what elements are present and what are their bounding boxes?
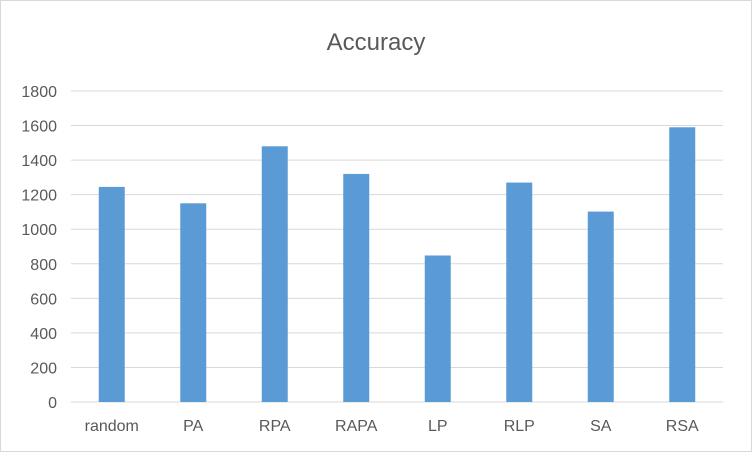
gridlines <box>71 90 723 403</box>
bar-sa <box>587 211 614 402</box>
bars <box>98 127 696 403</box>
y-tick-label: 1400 <box>21 153 57 170</box>
bar-pa <box>180 203 207 402</box>
y-tick-label: 1200 <box>21 188 57 205</box>
y-tick-label: 800 <box>30 257 57 274</box>
x-axis-ticks: random PA RPA RAPA LP RLP SA RSA <box>85 418 699 435</box>
chart-title: Accuracy <box>327 29 426 56</box>
x-tick-label: random <box>85 418 139 435</box>
y-tick-label: 1800 <box>21 84 57 101</box>
x-tick-label: SA <box>590 418 612 435</box>
bar-rlp <box>506 182 533 402</box>
x-tick-label: RLP <box>504 418 535 435</box>
x-tick-label: LP <box>428 418 448 435</box>
bar-rapa <box>343 173 370 402</box>
x-tick-label: PA <box>183 418 203 435</box>
y-tick-label: 0 <box>48 395 57 412</box>
y-axis-ticks: 0 200 400 600 800 1000 1200 1400 1600 1800 <box>21 84 57 412</box>
x-tick-label: RSA <box>666 418 699 435</box>
y-tick-label: 600 <box>30 291 57 308</box>
y-tick-label: 1000 <box>21 222 57 239</box>
y-tick-label: 200 <box>30 360 57 377</box>
bar-rpa <box>261 146 288 402</box>
y-tick-label: 1600 <box>21 119 57 136</box>
x-tick-label: RPA <box>259 418 291 435</box>
y-tick-label: 400 <box>30 326 57 343</box>
bar-rsa <box>669 127 696 403</box>
bar-random <box>98 186 125 402</box>
x-tick-label: RAPA <box>335 418 378 435</box>
bar-lp <box>424 255 451 402</box>
